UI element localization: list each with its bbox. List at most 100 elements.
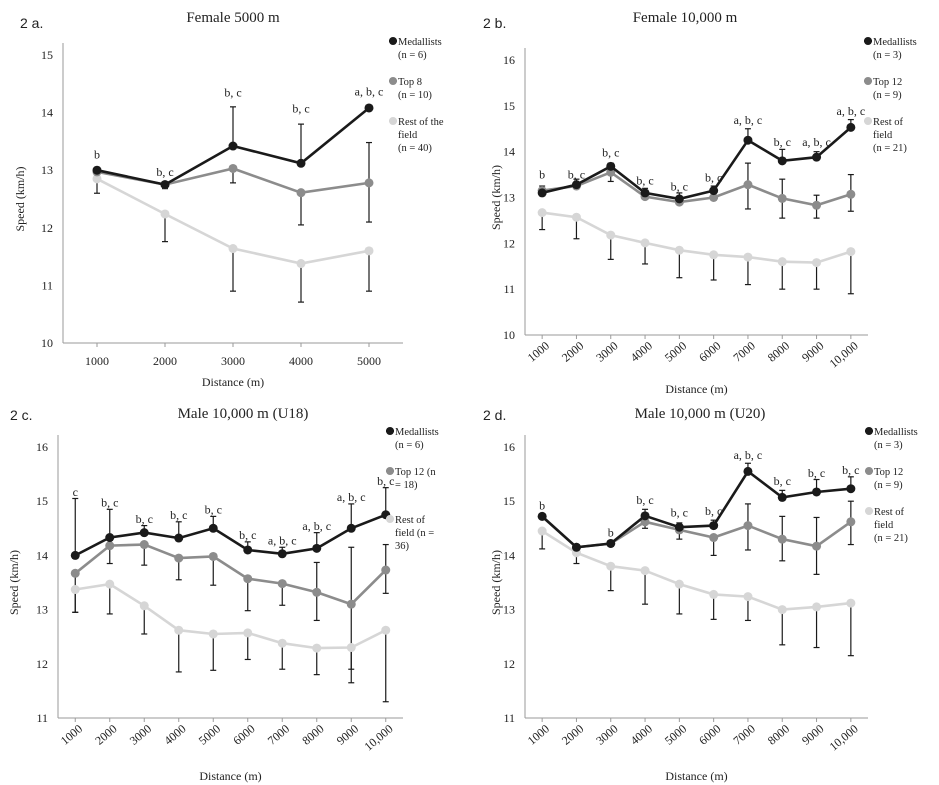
legend-n-label: (n = 21) bbox=[873, 143, 907, 154]
y-tick-label: 13 bbox=[503, 603, 515, 617]
data-point bbox=[70, 585, 80, 595]
x-tick-label: 1000 bbox=[58, 722, 85, 748]
y-tick-label: 11 bbox=[503, 282, 515, 296]
significance-annotation: b, c bbox=[671, 505, 688, 519]
data-point bbox=[537, 188, 547, 198]
data-point bbox=[537, 526, 547, 536]
legend-label: Rest of bbox=[395, 515, 426, 526]
significance-annotation: a, b, c bbox=[734, 113, 763, 127]
legend-label: Medallists bbox=[398, 37, 442, 48]
y-tick-label: 14 bbox=[503, 548, 515, 562]
data-point bbox=[846, 247, 856, 257]
data-point bbox=[70, 550, 80, 560]
legend-label: Top 12 bbox=[873, 77, 902, 88]
data-point bbox=[296, 259, 306, 269]
legend-marker bbox=[864, 117, 872, 125]
data-point bbox=[812, 200, 822, 210]
data-point bbox=[381, 565, 391, 575]
y-tick-label: 16 bbox=[503, 440, 515, 454]
data-point bbox=[709, 589, 719, 599]
data-point bbox=[364, 246, 374, 256]
series-line-1 bbox=[74, 513, 387, 557]
significance-annotation: a, b, c bbox=[302, 519, 331, 533]
data-point bbox=[709, 533, 719, 543]
series-line-3 bbox=[541, 529, 852, 611]
significance-annotation: b, c bbox=[842, 463, 859, 477]
data-point bbox=[743, 466, 753, 476]
legend-marker bbox=[389, 117, 397, 125]
data-point bbox=[812, 487, 822, 497]
data-point bbox=[846, 122, 856, 132]
y-axis-label: Speed (km/h) bbox=[7, 550, 21, 615]
significance-annotation: b, c bbox=[808, 466, 825, 480]
data-point bbox=[277, 549, 287, 559]
significance-annotation: b bbox=[608, 525, 614, 539]
x-tick-label: 3000 bbox=[127, 722, 154, 748]
significance-annotation: b bbox=[94, 148, 100, 162]
data-point bbox=[105, 541, 115, 551]
significance-annotation: c bbox=[73, 485, 78, 499]
significance-annotation: a, b, c bbox=[837, 104, 866, 118]
x-axis-label: Distance (m) bbox=[199, 769, 261, 783]
data-point bbox=[243, 574, 253, 584]
y-tick-label: 12 bbox=[503, 657, 515, 671]
data-point bbox=[606, 230, 616, 240]
chart-title: Male 10,000 m (U20) bbox=[635, 406, 766, 422]
x-tick-label: 4000 bbox=[289, 354, 313, 368]
data-point bbox=[312, 543, 322, 553]
data-point bbox=[537, 511, 547, 521]
legend-label: Medallists bbox=[395, 427, 439, 438]
x-tick-label: 10,000 bbox=[826, 339, 860, 371]
legend-label: field (n = bbox=[395, 528, 434, 539]
y-tick-label: 12 bbox=[503, 236, 515, 250]
data-point bbox=[777, 492, 787, 502]
legend-label: Top 12 (n bbox=[395, 467, 436, 478]
data-point bbox=[846, 189, 856, 199]
x-tick-label: 7000 bbox=[730, 722, 757, 748]
series-line-3 bbox=[75, 582, 387, 650]
x-tick-label: 8000 bbox=[765, 722, 792, 748]
data-point bbox=[709, 193, 719, 202]
data-point bbox=[346, 599, 356, 609]
legend-n-label: (n = 3) bbox=[874, 440, 903, 451]
data-point bbox=[709, 521, 719, 531]
data-point bbox=[674, 579, 684, 589]
significance-annotation: b, c bbox=[671, 180, 688, 194]
legend-label: 36) bbox=[395, 541, 410, 552]
y-tick-label: 10 bbox=[41, 336, 53, 350]
significance-annotation: b, c bbox=[568, 167, 585, 181]
data-point bbox=[208, 551, 218, 561]
data-point bbox=[640, 511, 650, 521]
data-point bbox=[812, 602, 822, 612]
y-tick-label: 15 bbox=[503, 494, 515, 508]
legend-label: Top 12 bbox=[874, 467, 903, 478]
panel-label: 2 d. bbox=[483, 407, 506, 423]
significance-annotation: b, c bbox=[224, 85, 241, 99]
data-point bbox=[812, 152, 822, 162]
data-point bbox=[228, 141, 238, 151]
x-tick-label: 7000 bbox=[730, 339, 757, 365]
data-point bbox=[640, 566, 650, 576]
significance-annotation: a, b, c bbox=[268, 534, 297, 548]
data-point bbox=[571, 542, 581, 552]
legend-label: Rest of bbox=[874, 507, 905, 518]
data-point bbox=[381, 625, 391, 635]
data-point bbox=[312, 587, 322, 597]
data-point bbox=[640, 188, 650, 198]
legend-marker bbox=[864, 37, 872, 45]
x-tick-label: 1000 bbox=[525, 722, 552, 748]
data-point bbox=[537, 208, 547, 218]
legend-label: Rest of the field bbox=[398, 117, 444, 141]
data-point bbox=[606, 538, 616, 548]
significance-annotation: a, b, c bbox=[802, 135, 831, 149]
y-tick-label: 13 bbox=[503, 191, 515, 205]
legend-label: field bbox=[873, 130, 893, 141]
data-point bbox=[296, 158, 306, 168]
data-point bbox=[92, 174, 102, 184]
y-tick-label: 11 bbox=[41, 278, 53, 292]
data-point bbox=[709, 250, 719, 260]
significance-annotation: b, c bbox=[239, 528, 256, 542]
data-point bbox=[674, 522, 684, 532]
data-point bbox=[743, 252, 753, 262]
data-point bbox=[674, 194, 684, 204]
